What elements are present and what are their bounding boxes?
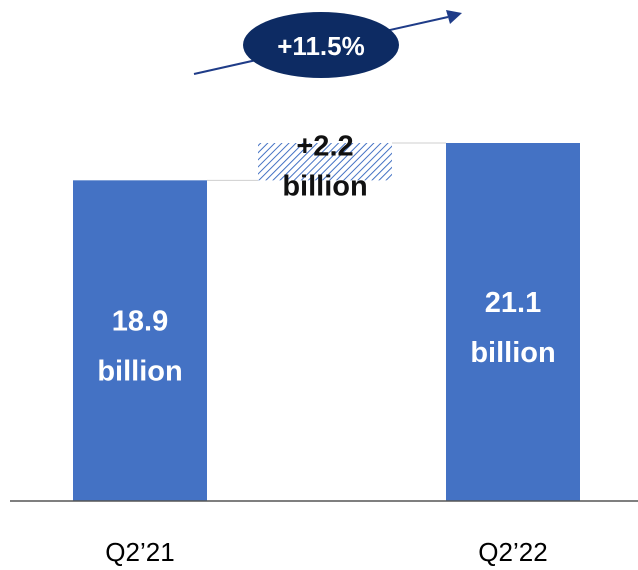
bar-q2-21-value-label: 18.9 <box>112 306 168 338</box>
bar-q2-21-unit-label: billion <box>97 356 182 388</box>
growth-arrow-head <box>446 10 462 24</box>
x-tick-label-q2-21: Q2’21 <box>105 537 174 567</box>
bar-q2-22-value-label: 21.1 <box>485 287 541 319</box>
bar-q2-22 <box>446 143 580 501</box>
bar-q2-22-unit-label: billion <box>470 337 555 369</box>
x-tick-label-q2-22: Q2’22 <box>478 537 547 567</box>
growth-badge <box>243 12 399 78</box>
bar-q2-21 <box>73 180 207 501</box>
change-value-label: +2.2 <box>296 131 353 163</box>
growth-label: +11.5% <box>277 31 364 61</box>
change-unit-label: billion <box>282 171 367 203</box>
bar-change-hatched <box>258 143 392 181</box>
